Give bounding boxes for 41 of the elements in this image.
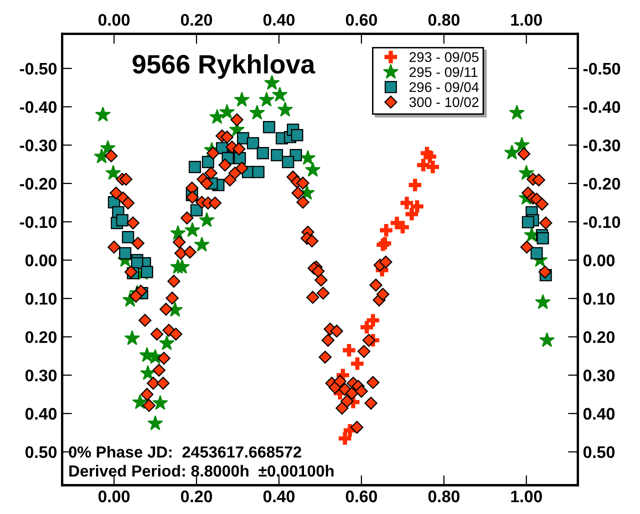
legend-label: 293 - 09/05 — [410, 52, 479, 62]
y2-tick-label: -0.10 — [583, 216, 620, 228]
y-tick-label: 0.30 — [25, 370, 57, 382]
y2-tick-label: 0.30 — [583, 370, 615, 382]
x-tick-label: 0.60 — [346, 490, 377, 502]
x2-tick-label: 0.40 — [263, 14, 295, 26]
text: 9566 Rykhlova — [132, 54, 316, 79]
y2-tick-label: 0.00 — [583, 254, 615, 266]
x2-tick-label: 0.20 — [180, 14, 212, 26]
y2-tick-label: 0.50 — [583, 446, 615, 458]
x-tick-label: 0.40 — [263, 490, 295, 502]
y2-tick-label: 0.10 — [583, 292, 615, 305]
x2-tick-label: 0.60 — [346, 14, 377, 26]
x2-tick-label: 0.00 — [98, 14, 130, 26]
x-tick-label: 0.00 — [98, 490, 130, 502]
y-tick-label: 0.20 — [25, 331, 57, 344]
y2-tick-label: -0.30 — [583, 140, 620, 152]
y-tick-label: -0.50 — [20, 62, 57, 75]
y-tick-label: -0.10 — [20, 216, 57, 228]
x-tick-label: 1.00 — [511, 490, 542, 502]
legend-label: 295 - 09/11 — [410, 66, 478, 78]
y-tick-label: -0.30 — [20, 140, 57, 152]
legend-label: 296 - 09/04 — [410, 82, 479, 92]
y2-tick-label: 0.40 — [583, 408, 615, 420]
x-tick-label: 0.80 — [428, 490, 460, 502]
y2-tick-label: -0.20 — [583, 178, 620, 190]
y-tick-label: 0.00 — [25, 254, 57, 266]
y-tick-label: 0.50 — [25, 446, 57, 458]
y2-tick-label: 0.20 — [583, 331, 615, 344]
y-tick-label: -0.40 — [20, 101, 57, 113]
y-tick-label: -0.20 — [20, 178, 57, 190]
y2-tick-label: -0.50 — [583, 62, 620, 75]
y-tick-label: 0.10 — [25, 292, 57, 305]
y2-tick-label: -0.40 — [583, 101, 620, 113]
x2-tick-label: 0.80 — [428, 14, 460, 26]
annotation: 0% Phase JD: 2453617.668572 — [68, 446, 302, 458]
y-tick-label: 0.40 — [25, 408, 57, 420]
legend-label: 300 - 10/02 — [409, 96, 478, 108]
x2-tick-label: 1.00 — [511, 14, 542, 26]
x-tick-label: 0.20 — [180, 490, 212, 502]
annotation: Derived Period: 8.8000h ±0.00100h — [69, 464, 334, 477]
